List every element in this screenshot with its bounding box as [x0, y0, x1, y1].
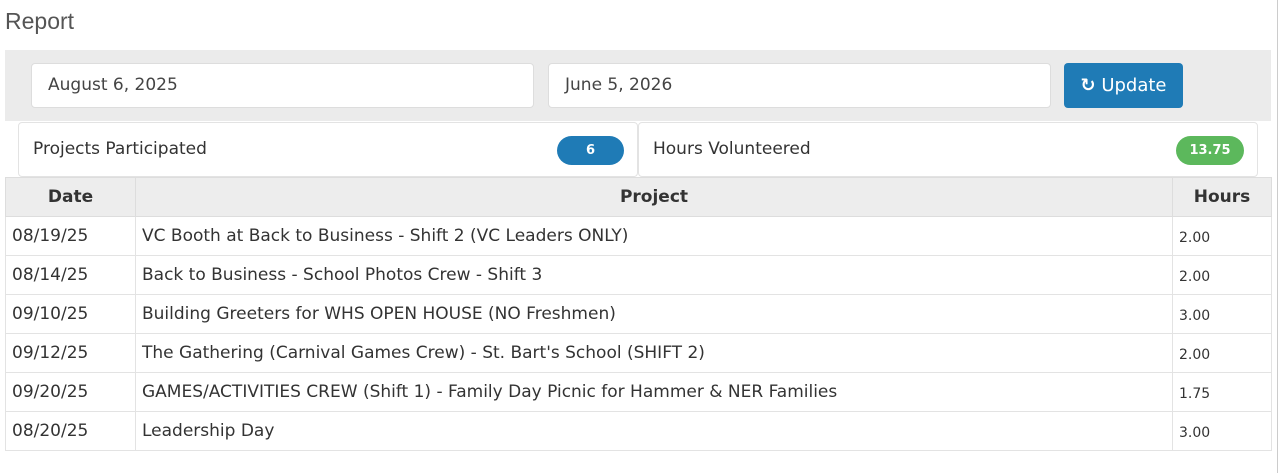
date-cell: 08/20/25	[5, 411, 136, 451]
project-cell: Leadership Day	[135, 411, 1173, 451]
table-row: 09/10/25 Building Greeters for WHS OPEN H…	[5, 294, 1272, 334]
scrollbar-edge	[1277, 0, 1278, 473]
hours-volunteered-card: Hours Volunteered 13.75	[638, 122, 1258, 177]
projects-participated-card: Projects Participated 6	[18, 122, 638, 177]
table-row: 09/20/25 GAMES/ACTIVITIES CREW (Shift 1) …	[5, 372, 1272, 412]
hours-cell: 1.75	[1172, 372, 1272, 412]
project-cell: The Gathering (Carnival Games Crew) - St…	[135, 333, 1173, 373]
table-row: 08/14/25 Back to Business - School Photos…	[5, 255, 1272, 295]
hours-cell: 3.00	[1172, 411, 1272, 451]
table-row: 08/19/25 VC Booth at Back to Business - S…	[5, 216, 1272, 256]
header-project[interactable]: Project	[135, 177, 1173, 217]
page-title: Report	[5, 8, 75, 34]
hours-total-badge: 13.75	[1176, 136, 1244, 165]
project-cell: GAMES/ACTIVITIES CREW (Shift 1) - Family…	[135, 372, 1173, 412]
project-cell: Building Greeters for WHS OPEN HOUSE (NO…	[135, 294, 1173, 334]
header-hours[interactable]: Hours	[1172, 177, 1272, 217]
end-date-input[interactable]: June 5, 2026	[548, 63, 1051, 108]
start-date-input[interactable]: August 6, 2025	[31, 63, 534, 108]
table-row: 08/20/25 Leadership Day 3.00	[5, 411, 1272, 451]
date-cell: 08/19/25	[5, 216, 136, 256]
header-date[interactable]: Date	[5, 177, 136, 217]
update-label: Update	[1101, 75, 1167, 96]
project-cell: Back to Business - School Photos Crew - …	[135, 255, 1173, 295]
date-cell: 09/10/25	[5, 294, 136, 334]
project-cell: VC Booth at Back to Business - Shift 2 (…	[135, 216, 1173, 256]
table-row: 09/12/25 The Gathering (Carnival Games Cr…	[5, 333, 1272, 373]
refresh-icon: ↻	[1080, 75, 1096, 96]
date-cell: 09/12/25	[5, 333, 136, 373]
hours-cell: 3.00	[1172, 294, 1272, 334]
hours-label: Hours Volunteered	[653, 139, 811, 159]
projects-label: Projects Participated	[33, 139, 207, 159]
projects-count-badge: 6	[557, 136, 624, 165]
hours-cell: 2.00	[1172, 255, 1272, 295]
report-table: Date Project Hours 08/19/25 VC Booth at B…	[5, 177, 1272, 451]
hours-cell: 2.00	[1172, 216, 1272, 256]
date-filter-bar: August 6, 2025 June 5, 2026 ↻ Update	[5, 50, 1271, 121]
date-cell: 09/20/25	[5, 372, 136, 412]
date-cell: 08/14/25	[5, 255, 136, 295]
hours-cell: 2.00	[1172, 333, 1272, 373]
update-button[interactable]: ↻ Update	[1064, 63, 1183, 108]
